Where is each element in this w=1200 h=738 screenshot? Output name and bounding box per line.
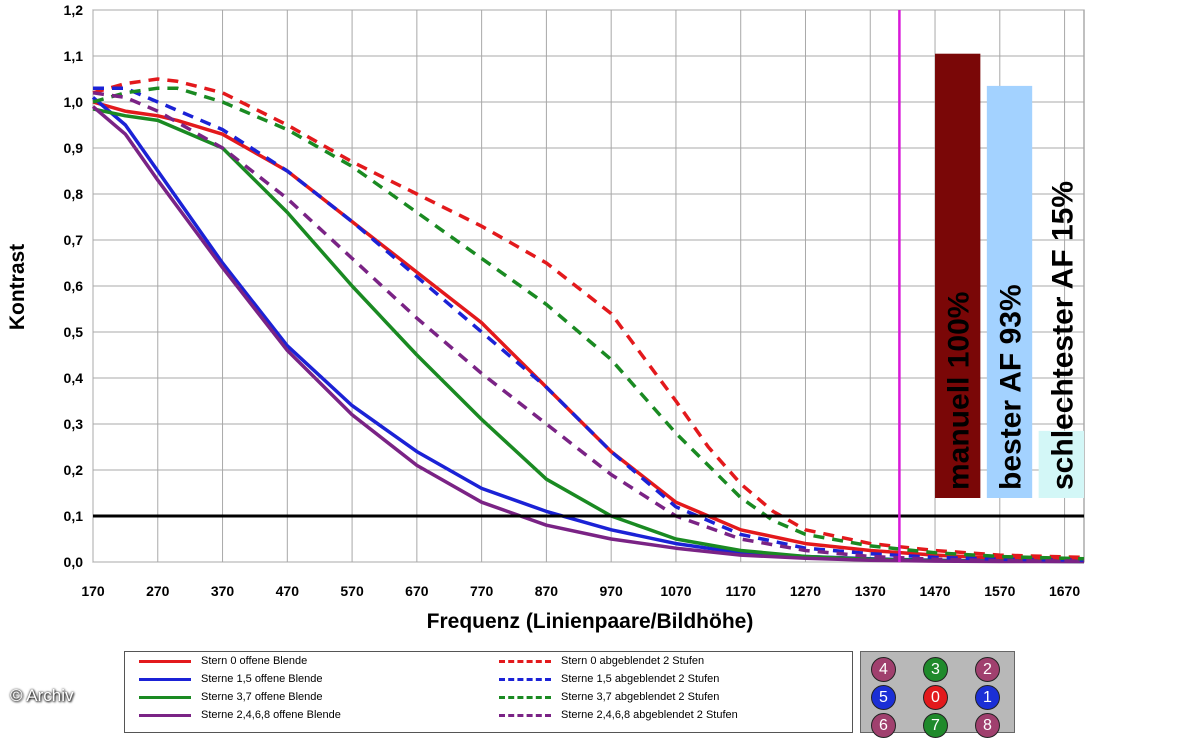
x-tick-label: 1070 — [660, 583, 691, 599]
legend-swatch — [499, 659, 551, 663]
x-tick-label: 1370 — [855, 583, 886, 599]
star-marker: 4 — [871, 657, 896, 682]
legend-label: Sterne 3,7 abgeblendet 2 Stufen — [561, 691, 720, 703]
x-tick-label: 370 — [211, 583, 235, 599]
legend-label: Sterne 2,4,6,8 offene Blende — [201, 709, 341, 721]
series-line — [92, 91, 1085, 563]
mtf-chart: manuell 100% bester AF 93% schlechtester A… — [6, 2, 1085, 633]
x-tick-label: 1670 — [1049, 583, 1080, 599]
autofocus-bar — [935, 53, 981, 498]
y-tick-label: 1,2 — [64, 2, 84, 18]
bar-label: manuell 100% — [943, 292, 976, 490]
legend-swatch — [499, 713, 551, 717]
legend-item: Sterne 3,7 abgeblendet 2 Stufen — [499, 688, 719, 706]
legend-label: Sterne 2,4,6,8 abgeblendet 2 Stufen — [561, 709, 738, 721]
legend-label: Sterne 1,5 offene Blende — [201, 673, 323, 685]
autofocus-bars: manuell 100% bester AF 93% schlechtester A… — [935, 53, 1084, 499]
legend-item: Stern 0 abgeblendet 2 Stufen — [499, 652, 704, 670]
contrast-curves — [91, 77, 1085, 564]
legend-swatch — [499, 677, 551, 681]
bar-label: bester AF 93% — [995, 284, 1028, 490]
y-tick-label: 0,4 — [64, 370, 84, 386]
star-marker: 1 — [975, 685, 1000, 710]
star-marker: 7 — [923, 713, 948, 738]
x-tick-label: 1170 — [726, 583, 757, 599]
x-tick-label: 670 — [405, 583, 429, 599]
y-tick-label: 0,8 — [64, 186, 84, 202]
y-axis-title: Kontrast — [6, 244, 29, 330]
y-tick-label: 0,9 — [64, 140, 84, 156]
legend-label: Sterne 1,5 abgeblendet 2 Stufen — [561, 673, 720, 685]
x-tick-label: 1570 — [984, 583, 1015, 599]
series-line — [92, 86, 1085, 561]
legend-swatch — [139, 659, 191, 663]
siemens-star-layout: 4 3 2 5 0 1 6 7 8 — [860, 651, 1015, 738]
y-tick-label: 1,0 — [64, 94, 84, 110]
bar-label: schlechtester AF 15% — [1046, 181, 1079, 490]
x-tick-label: 270 — [146, 583, 170, 599]
legend-label: Stern 0 abgeblendet 2 Stufen — [561, 655, 705, 667]
star-marker: 0 — [923, 685, 948, 710]
x-tick-label: 570 — [340, 583, 364, 599]
x-tick-label: 970 — [599, 583, 623, 599]
star-marker: 6 — [871, 713, 896, 738]
grid-lines — [92, 9, 1085, 563]
star-marker: 2 — [975, 657, 1000, 682]
y-tick-label: 0,5 — [64, 324, 84, 340]
legend-swatch — [139, 695, 191, 699]
legend-label: Sterne 3,7 offene Blende — [201, 691, 323, 703]
axis-ticks: 0,0 0,1 0,2 0,3 0,4 0,5 0,6 0,7 0,8 0,9 1,0 1,1 1,2 1… — [64, 2, 1081, 599]
legend-item: Sterne 1,5 abgeblendet 2 Stufen — [499, 670, 719, 688]
legend-item: Sterne 2,4,6,8 abgeblendet 2 Stufen — [499, 706, 738, 724]
x-tick-label: 170 — [81, 583, 105, 599]
series-line — [93, 86, 1085, 562]
x-tick-label: 1270 — [790, 583, 821, 599]
series-line — [91, 105, 1084, 564]
legend-item: Sterne 1,5 offene Blende — [139, 670, 323, 688]
y-tick-label: 0,2 — [64, 462, 84, 478]
legend-swatch — [499, 695, 551, 699]
legend-swatch — [139, 677, 191, 681]
star-marker: 3 — [923, 657, 948, 682]
y-tick-label: 0,0 — [64, 554, 84, 570]
legend-label: Stern 0 offene Blende — [201, 655, 308, 667]
legend-item: Sterne 2,4,6,8 offene Blende — [139, 706, 341, 724]
y-tick-label: 0,6 — [64, 278, 84, 294]
series-line — [92, 77, 1085, 560]
chart-legend: Stern 0 offene Blende Sterne 1,5 offene … — [124, 651, 853, 733]
autofocus-bar — [1038, 430, 1084, 498]
reference-lines — [93, 10, 1084, 562]
x-tick-label: 1470 — [919, 583, 950, 599]
star-marker: 5 — [871, 685, 896, 710]
x-tick-label: 470 — [276, 583, 300, 599]
legend-item: Sterne 3,7 offene Blende — [139, 688, 323, 706]
star-marker: 8 — [975, 713, 1000, 738]
x-axis-title: Frequenz (Linienpaare/Bildhöhe) — [427, 610, 754, 633]
y-tick-label: 0,1 — [64, 508, 84, 524]
y-tick-label: 0,3 — [64, 416, 84, 432]
legend-swatch — [139, 713, 191, 717]
y-tick-label: 0,7 — [64, 232, 84, 248]
image-credit: © Archiv — [10, 686, 74, 705]
legend-item: Stern 0 offene Blende — [139, 652, 307, 670]
y-tick-label: 1,1 — [64, 48, 84, 64]
autofocus-bar — [986, 85, 1033, 499]
x-tick-label: 870 — [535, 583, 559, 599]
x-tick-label: 770 — [470, 583, 494, 599]
